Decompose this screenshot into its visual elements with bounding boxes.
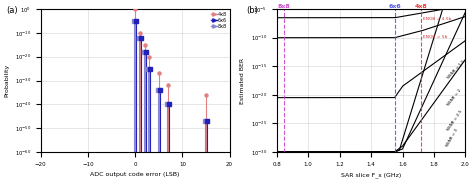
Text: (b): (b) [246,6,258,15]
Text: ENOB = 5b: ENOB = 5b [423,35,447,39]
Y-axis label: Estimated BER: Estimated BER [240,58,245,104]
X-axis label: ADC output code error (LSB): ADC output code error (LSB) [91,172,180,177]
Text: NSNR = 3: NSNR = 3 [445,128,458,147]
Text: NSNR = 2.5: NSNR = 2.5 [447,109,463,132]
Text: NSNR = 1.5: NSNR = 1.5 [447,59,465,79]
Text: 8x8: 8x8 [278,4,291,9]
Text: 4x8: 4x8 [415,4,428,9]
Text: NSNR = 2: NSNR = 2 [447,88,462,107]
Legend: 4x8, 6x6, 8x8: 4x8, 6x6, 8x8 [210,12,227,29]
Text: (a): (a) [7,6,18,15]
X-axis label: SAR slice F_s (GHz): SAR slice F_s (GHz) [341,172,401,178]
Y-axis label: Probability: Probability [4,64,9,97]
Text: ENOB = 4.5b: ENOB = 4.5b [423,17,451,21]
Text: 6x6: 6x6 [388,4,401,9]
